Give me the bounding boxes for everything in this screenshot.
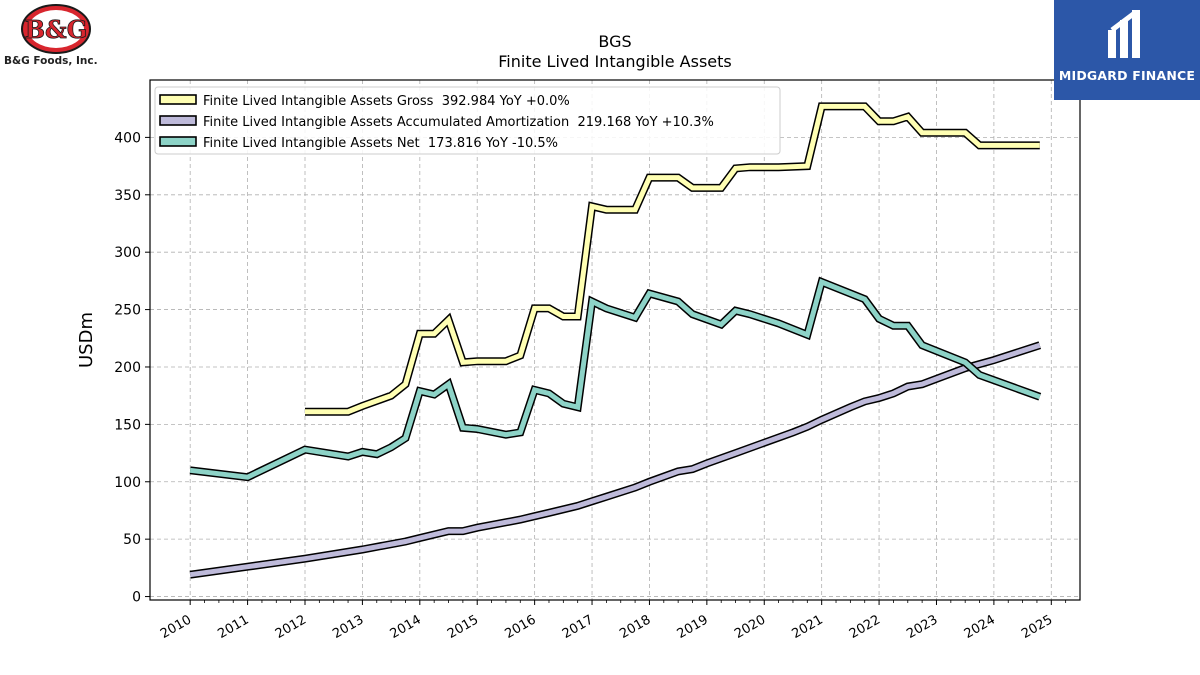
x-tick-label: 2015 [445, 612, 481, 642]
y-tick-label: 250 [114, 303, 141, 319]
legend-box [154, 86, 781, 155]
y-tick-label: 50 [123, 532, 141, 548]
legend-label-3: Finite Lived Intangible Assets Net 173.8… [203, 136, 558, 151]
bg-foods-logo: B&G B&G Foods, Inc. [0, 0, 112, 72]
legend-swatch-2 [159, 115, 197, 126]
midgard-brand-text: MIDGARD FINANCE [1058, 68, 1196, 83]
x-tick-label: 2024 [962, 612, 998, 642]
grid [150, 80, 1080, 600]
series-lines [189, 102, 1042, 579]
y-tick-label: 400 [114, 130, 141, 146]
x-tick-label: 2018 [617, 612, 653, 642]
legend-label-1: Finite Lived Intangible Assets Gross 392… [203, 94, 570, 109]
x-tick-label: 2023 [904, 612, 940, 642]
x-tick-label: 2021 [790, 612, 826, 642]
legend-swatch-3 [159, 136, 197, 147]
y-tick-label: 300 [114, 245, 141, 261]
x-tick-label: 2011 [215, 612, 251, 642]
x-tick-label: 2019 [675, 612, 711, 642]
y-tick-label: 200 [114, 360, 141, 376]
x-tick-label: 2010 [158, 612, 194, 642]
bg-logo-mark-text: B&G [25, 15, 87, 44]
x-tick-label: 2012 [273, 612, 309, 642]
series-line-3 [189, 278, 1041, 480]
x-tick-label: 2013 [330, 612, 366, 642]
y-tick-label: 0 [132, 590, 141, 606]
y-tick-label: 150 [114, 417, 141, 433]
legend-label-2: Finite Lived Intangible Assets Accumulat… [203, 115, 714, 130]
legend: Finite Lived Intangible Assets Gross 392… [154, 86, 781, 155]
y-tick-label: 100 [114, 475, 141, 491]
x-tick-label: 2016 [502, 612, 538, 642]
series-line-1 [305, 103, 1040, 415]
midgard-mark-icon [1108, 10, 1140, 58]
x-tick-label: 2022 [847, 612, 883, 642]
legend-swatch-1 [159, 94, 197, 105]
y-axis-label: USDm [76, 312, 97, 368]
x-tick-label: 2020 [732, 612, 768, 642]
x-tick-label: 2017 [560, 612, 596, 642]
chart-title: BGS [598, 32, 631, 51]
bg-logo-mark-icon: B&G [21, 4, 91, 54]
midgard-finance-logo: MIDGARD FINANCE [1054, 0, 1200, 100]
series-outline-2 [189, 341, 1042, 579]
y-tick-label: 350 [114, 188, 141, 204]
bg-foods-brand-text: B&G Foods, Inc. [4, 55, 98, 67]
x-tick-label: 2014 [388, 612, 424, 642]
series-line-2 [189, 342, 1041, 578]
chart-subtitle: Finite Lived Intangible Assets [498, 52, 731, 71]
x-tick-label: 2025 [1019, 612, 1055, 642]
plot-frame [149, 79, 1081, 601]
